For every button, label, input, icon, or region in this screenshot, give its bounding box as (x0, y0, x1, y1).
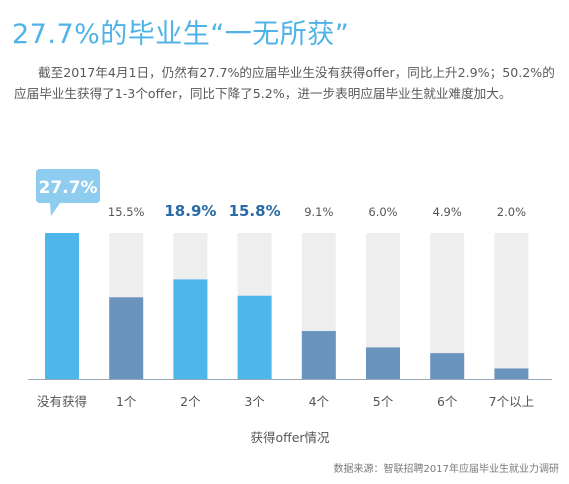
bars (45, 233, 529, 379)
bar (430, 353, 465, 379)
bar (494, 368, 529, 379)
bar (173, 279, 208, 379)
data-label: 15.5% (108, 205, 145, 219)
callout: 27.7% (36, 169, 100, 216)
x-tick-label: 7个以上 (489, 394, 534, 409)
data-label: 4.9% (433, 205, 462, 219)
data-label: 27.7% (39, 178, 98, 198)
x-tick-label: 1个 (116, 394, 137, 409)
x-tick-label: 没有获得 (37, 394, 87, 409)
bar (237, 295, 272, 379)
data-label: 18.9% (164, 202, 216, 220)
x-tick-labels: 没有获得 1个 2个 3个 4个 5个 6个 7个以上 (37, 394, 534, 409)
x-tick-label: 2个 (180, 394, 201, 409)
data-label: 9.1% (304, 205, 333, 219)
x-tick-label: 4个 (309, 394, 330, 409)
x-tick-label: 6个 (437, 394, 458, 409)
description-text: 截至2017年4月1日，仍然有27.7%的应届毕业生没有获得offer，同比上升… (14, 65, 555, 101)
bar-track (494, 233, 529, 379)
bar (301, 331, 336, 379)
bar (109, 297, 144, 379)
data-label: 15.8% (229, 202, 281, 220)
callout-bubble (36, 169, 100, 216)
x-axis-title: 获得offer情况 (250, 430, 330, 445)
page-title: 27.7%的毕业生“一无所获” (12, 19, 350, 50)
x-tick-label: 3个 (244, 394, 265, 409)
x-tick-label: 5个 (373, 394, 394, 409)
source-note: 数据来源：智联招聘2017年应届毕业生就业力调研 (333, 464, 559, 475)
data-label: 2.0% (497, 205, 526, 219)
data-labels: 15.5% 18.9% 15.8% 9.1% 6.0% 4.9% 2.0% (108, 202, 526, 220)
data-label: 6.0% (368, 205, 397, 219)
bar (366, 347, 400, 379)
offer-bar-chart: 27.7% 15.5% 18.9% 15.8% 9.1% 6.0% 4.9% 2.0% 没有… (28, 169, 552, 445)
bar (45, 233, 79, 379)
